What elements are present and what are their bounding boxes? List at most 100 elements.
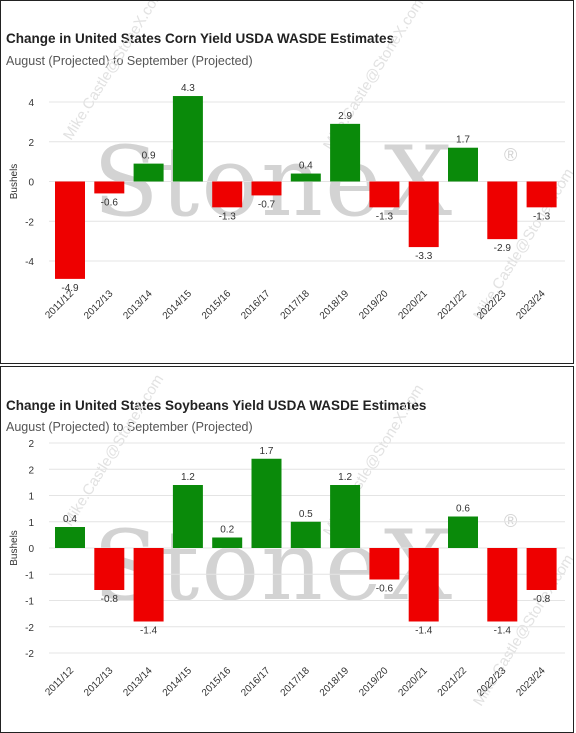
bar-2015/16 [212, 181, 243, 208]
bar-2016/17 [251, 458, 282, 548]
bar-2013/14 [133, 548, 164, 622]
bar-2012/13 [94, 181, 125, 194]
bar-2023/24 [526, 548, 557, 590]
data-label: -3.3 [415, 251, 433, 262]
data-label: 1.7 [260, 446, 274, 457]
y-tick-label: -1 [25, 570, 34, 581]
y-tick-label: 1 [28, 492, 34, 503]
y-tick-label: 0 [28, 544, 34, 555]
y-tick-label: 4 [28, 98, 34, 109]
y-tick-label: 2 [28, 439, 34, 450]
data-label: 0.6 [456, 504, 470, 515]
watermark-diagonal-text: Mike.Castle@StoneX.com [470, 165, 573, 323]
data-label: -1.3 [533, 211, 551, 222]
y-axis-label: Bushels [9, 530, 20, 566]
corn-chart-panel: Change in United States Corn Yield USDA … [0, 0, 574, 364]
x-tick-label: 2019/20 [357, 665, 391, 699]
data-label: -0.6 [376, 584, 394, 595]
bar-2011/12 [55, 527, 85, 548]
data-label: -1.3 [376, 211, 394, 222]
data-label: 0.4 [63, 514, 77, 525]
data-label: 1.2 [338, 472, 352, 483]
data-label: -1.3 [219, 211, 237, 222]
bar-2014/15 [172, 96, 203, 182]
bar-2013/14 [133, 163, 164, 182]
data-label: -4.9 [61, 283, 79, 294]
y-tick-label: -1 [25, 597, 34, 608]
bar-2020/21 [408, 548, 439, 622]
watermark-diagonal-text: Mike.Castle@StoneX.com [60, 1, 167, 143]
bar-2023/24 [526, 181, 557, 208]
bar-2014/15 [172, 485, 203, 548]
x-tick-label: 2011/12 [43, 665, 76, 698]
bar-2011/12 [55, 181, 85, 279]
data-label: -2.9 [494, 243, 512, 254]
bar-2016/17 [251, 181, 282, 196]
chart-subtitle: August (Projected) to September (Project… [6, 420, 253, 434]
bar-2018/19 [330, 123, 361, 182]
bar-2019/20 [369, 548, 400, 580]
corn-chart: StoneX ®Mike.Castle@StoneX.com Mike.Castle… [9, 1, 573, 323]
chart-title: Change in United States Corn Yield USDA … [6, 31, 395, 46]
data-label: -1.4 [415, 626, 433, 637]
x-tick-label: 2020/21 [396, 288, 430, 322]
x-tick-label: 2013/14 [121, 288, 155, 322]
watermark-registered-mark: ® [504, 511, 517, 531]
y-tick-label: 2 [28, 138, 34, 149]
x-tick-label: 2016/17 [239, 288, 273, 322]
y-tick-label: -2 [25, 623, 34, 634]
chart-title: Change in United States Soybeans Yield U… [6, 398, 427, 413]
bar-2017/18 [290, 521, 321, 548]
data-label: -0.6 [101, 197, 119, 208]
x-tick-label: 2014/15 [161, 665, 195, 699]
y-tick-label: -4 [25, 257, 34, 268]
data-label: -1.4 [140, 626, 158, 637]
y-axis-label: Bushels [9, 164, 20, 200]
bar-2017/18 [290, 173, 321, 182]
y-tick-label: -2 [25, 217, 34, 228]
y-tick-label: -2 [25, 649, 34, 660]
x-tick-label: 2012/13 [82, 665, 116, 699]
x-tick-label: 2021/22 [436, 288, 470, 322]
x-tick-label: 2021/22 [436, 665, 470, 699]
watermark-diagonal-text: Mike.Castle@StoneX.com [60, 371, 167, 529]
x-tick-label: 2018/19 [318, 288, 352, 322]
data-label: 1.2 [181, 472, 195, 483]
x-tick-label: 2023/24 [514, 665, 548, 699]
bar-2015/16 [212, 537, 243, 548]
data-label: 1.7 [456, 135, 470, 146]
x-tick-label: 2019/20 [357, 288, 391, 322]
data-label: -0.7 [258, 199, 276, 210]
data-label: 4.3 [181, 83, 195, 94]
x-tick-label: 2020/21 [396, 665, 430, 699]
bar-2022/23 [487, 181, 518, 240]
data-label: 0.2 [220, 525, 234, 536]
data-label: 0.5 [299, 509, 313, 520]
x-tick-label: 2017/18 [279, 665, 313, 699]
x-tick-label: 2018/19 [318, 665, 352, 699]
x-tick-label: 2012/13 [82, 288, 116, 322]
x-tick-label: 2011/12 [43, 288, 76, 321]
data-label: 2.9 [338, 111, 352, 122]
bar-2012/13 [94, 548, 125, 590]
x-tick-label: 2016/17 [239, 665, 273, 699]
x-tick-label: 2015/16 [200, 665, 234, 699]
bar-2021/22 [448, 147, 478, 182]
x-tick-label: 2015/16 [200, 288, 234, 322]
watermark-registered-mark: ® [504, 145, 517, 165]
y-tick-label: 0 [28, 178, 34, 189]
x-tick-label: 2023/24 [514, 288, 548, 322]
bar-2018/19 [330, 485, 361, 548]
data-label: -0.8 [101, 594, 119, 605]
x-tick-label: 2017/18 [279, 288, 313, 322]
chart-subtitle: August (Projected) to September (Project… [6, 54, 253, 68]
y-tick-label: 1 [28, 518, 34, 529]
x-tick-label: 2013/14 [121, 665, 155, 699]
data-label: -1.4 [494, 626, 512, 637]
data-label: 0.9 [142, 151, 156, 162]
soybeans-chart-panel: Change in United States Soybeans Yield U… [0, 366, 574, 733]
y-tick-label: 2 [28, 465, 34, 476]
data-label: -0.8 [533, 594, 551, 605]
bar-2022/23 [487, 548, 518, 622]
bar-2021/22 [448, 516, 478, 548]
